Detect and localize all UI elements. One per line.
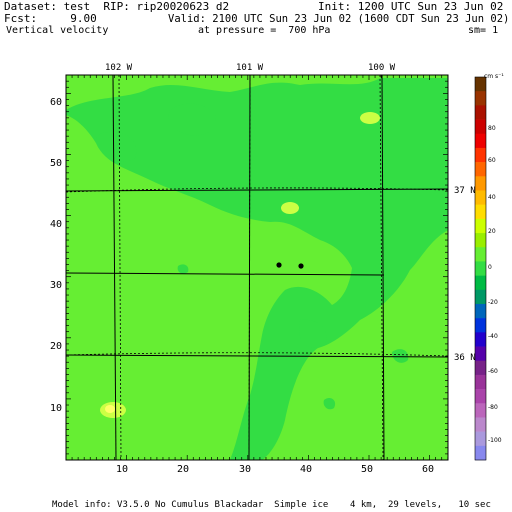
colorbar-frame xyxy=(474,76,487,461)
colorbar-swatch xyxy=(475,445,486,461)
colorbar-swatch xyxy=(475,417,486,432)
colorbar-swatch xyxy=(475,91,486,106)
lat-lon-lines xyxy=(65,74,449,461)
field-region-shape xyxy=(392,349,409,363)
y-tick-label: 60 xyxy=(50,97,62,108)
colorbar-swatch xyxy=(475,204,486,220)
colorbar-tick-label: 60 xyxy=(488,157,496,164)
lat-label: 37 N xyxy=(454,186,476,196)
y-tick-label: 40 xyxy=(50,219,62,230)
boundary-line xyxy=(65,354,449,358)
colorbar-swatch xyxy=(475,176,486,191)
x-axis: 10 20 30 40 50 60 xyxy=(65,75,449,475)
boundary-line xyxy=(381,74,385,461)
forecast-hour-label: Fcst: 9.00 xyxy=(4,12,97,25)
field-highlight-core xyxy=(105,405,115,413)
smoothing-label: sm= 1 xyxy=(468,25,499,36)
colorbar-tick-label: -100 xyxy=(488,437,502,444)
colorbar-swatch xyxy=(475,133,486,149)
boundary-line xyxy=(65,188,449,192)
colorbar-swatch xyxy=(475,105,486,120)
colorbar-swatch xyxy=(475,346,486,362)
dataset-label: Dataset: test RIP: rip20020623 d2 xyxy=(4,0,230,13)
colorbar-swatch xyxy=(475,77,486,92)
x-tick-label: 20 xyxy=(177,464,189,475)
pressure-level-label: at pressure = 700 hPa xyxy=(198,25,331,36)
boundary-line xyxy=(112,74,117,461)
lon-label: 100 W xyxy=(368,63,396,73)
init-time-label: Init: 1200 UTC Sun 23 Jun 02 xyxy=(318,0,504,13)
colorbar-swatch xyxy=(475,289,486,305)
colorbar-swatch xyxy=(475,147,486,163)
x-tick-label: 10 xyxy=(116,464,128,475)
field-region-shape xyxy=(177,264,189,274)
lon-label: 102 W xyxy=(105,63,133,73)
y-axis: 10 20 30 40 50 60 xyxy=(50,74,448,461)
colorbar-tick-label: -20 xyxy=(488,299,498,306)
colorbar-swatch xyxy=(475,332,486,347)
colorbar-tick-label: -60 xyxy=(488,368,498,375)
meridian-line xyxy=(248,74,251,461)
colorbar-tick-label: -40 xyxy=(488,333,498,340)
colorbar-swatch xyxy=(475,233,486,248)
y-tick-label: 10 xyxy=(50,403,62,414)
meridian-line xyxy=(379,74,384,461)
colorbar-swatch xyxy=(475,374,486,390)
map-area xyxy=(65,74,449,461)
field-region-shape xyxy=(323,397,336,410)
colorbar-labels: 80 60 40 20 0 -20 -40 -60 -80 -100 xyxy=(488,125,502,444)
colorbar-swatch xyxy=(475,162,486,177)
colorbar-swatch xyxy=(475,119,486,135)
colorbar-swatch xyxy=(475,403,486,418)
colorbar-unit-label: cm s⁻¹ xyxy=(484,73,504,80)
colorbar-tick-label: 20 xyxy=(488,228,496,235)
colorbar-swatch xyxy=(475,261,486,276)
colorbar-swatch xyxy=(475,431,486,447)
colorbar-swatch xyxy=(475,247,486,262)
plot-frame xyxy=(65,74,449,461)
lon-label: 101 W xyxy=(236,63,264,73)
colorbar-swatch xyxy=(475,275,486,291)
colorbar-tick-label: 40 xyxy=(488,194,496,201)
station-marker xyxy=(276,262,282,268)
field-highlight-shape xyxy=(281,202,299,214)
colorbar-swatch xyxy=(475,190,486,205)
valid-time-label: Valid: 2100 UTC Sun 23 Jun 02 (1600 CDT … xyxy=(168,13,510,25)
field-region-shape xyxy=(66,78,448,460)
colorbar-tick-label: 0 xyxy=(488,264,492,271)
x-tick-label: 60 xyxy=(422,464,434,475)
colorbar-swatch xyxy=(475,218,486,234)
y-tick-label: 30 xyxy=(50,280,62,291)
field-region-shape xyxy=(299,319,327,348)
station-marker xyxy=(298,263,304,269)
y-tick-label: 50 xyxy=(50,158,62,169)
colorbar-tick-label: -80 xyxy=(488,404,498,411)
colorbar-swatch xyxy=(475,318,486,333)
colorbar-swatch xyxy=(475,389,486,404)
lat-label: 36 N xyxy=(454,353,476,363)
colorbar-swatch xyxy=(475,360,486,376)
field-region-shape xyxy=(95,131,137,162)
boundary-line xyxy=(65,272,385,276)
field-highlight-shape xyxy=(360,112,380,124)
x-tick-label: 40 xyxy=(300,464,312,475)
colorbar-swatch xyxy=(475,303,486,319)
y-tick-label: 20 xyxy=(50,341,62,352)
field-region-shape xyxy=(168,103,216,136)
colorbar xyxy=(474,76,487,461)
field-name-label: Vertical velocity xyxy=(6,25,109,36)
x-tick-label: 50 xyxy=(361,464,373,475)
colorbar-tick-label: 80 xyxy=(488,125,496,132)
meridian-line xyxy=(118,74,122,461)
x-tick-label: 30 xyxy=(239,464,251,475)
model-info-footer: Model info: V3.5.0 No Cumulus Blackadar … xyxy=(52,500,491,510)
field-region-darker xyxy=(66,78,448,460)
